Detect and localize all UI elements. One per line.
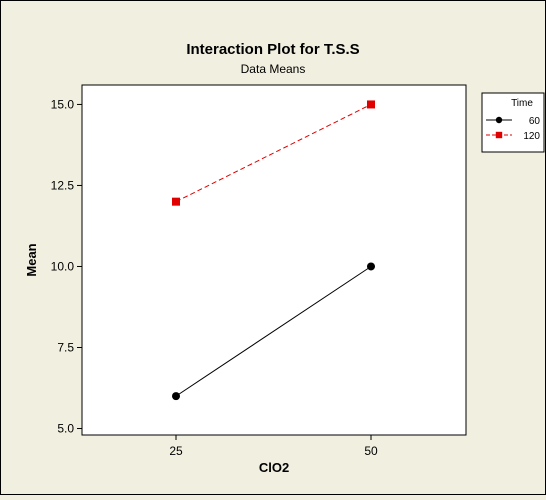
y-tick-label: 15.0 — [51, 97, 75, 111]
series-120-line — [175, 103, 372, 203]
legend-box — [481, 92, 545, 153]
y-tick-label: 5.0 — [57, 422, 74, 436]
series-group — [172, 100, 375, 401]
legend: Time 60 120 — [481, 92, 545, 153]
series-120-point — [172, 197, 180, 206]
series-60-line — [175, 266, 372, 397]
chart-subtitle: Data Means — [241, 62, 306, 76]
axes-group: 5.0 7.5 10.0 12.5 15.0 25 50 — [51, 97, 378, 458]
legend-label-60: 60 — [529, 116, 541, 127]
y-tick-label: 12.5 — [51, 178, 75, 192]
plot-area — [81, 84, 467, 436]
x-tick-label: 25 — [169, 444, 183, 458]
x-axis-label: ClO2 — [259, 460, 289, 475]
chart-title: Interaction Plot for T.S.S — [186, 41, 359, 58]
legend-label-120: 120 — [523, 131, 540, 142]
series-60-point — [172, 392, 180, 401]
y-axis-label: Mean — [24, 243, 39, 276]
series-120-point — [495, 131, 503, 139]
y-tick-label: 7.5 — [57, 341, 74, 355]
y-tick-label: 10.0 — [51, 259, 75, 273]
x-tick-label: 50 — [364, 444, 378, 458]
series-60-point — [367, 262, 375, 271]
series-60-point — [495, 116, 503, 124]
series-120-point — [367, 100, 375, 109]
legend-title: Time — [511, 98, 533, 109]
